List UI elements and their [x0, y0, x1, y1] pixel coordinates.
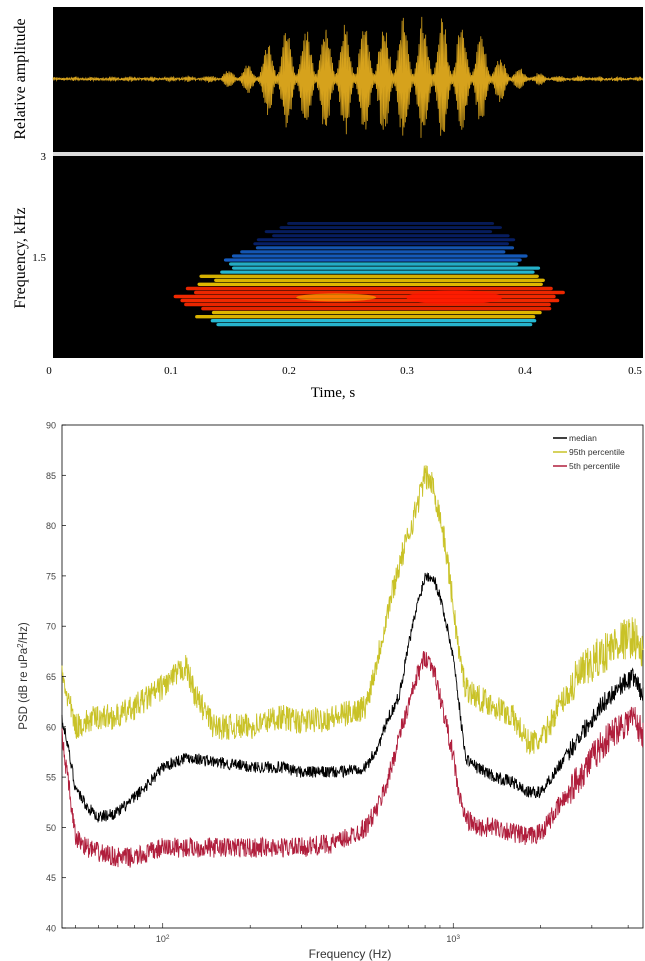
psd-x-tick-label: 102 — [156, 934, 170, 945]
spectrogram-xlabel: Time, s — [311, 385, 356, 401]
spectrogram-harmonic-band — [197, 282, 543, 286]
spectrogram-x-ticks: 0 0.1 0.2 0.3 0.4 0.5 — [46, 365, 642, 377]
waveform-panel: Relative amplitude — [12, 7, 644, 152]
psd-x-ticks: 102 103 — [74, 923, 629, 945]
legend-label: 5th percentile — [569, 461, 620, 471]
psd-y-tick-label: 50 — [46, 823, 56, 833]
spectrogram-x-tick-label: 0.3 — [400, 365, 414, 377]
spectrogram-harmonic-band — [229, 262, 519, 266]
psd-xlabel: Frequency (Hz) — [309, 947, 392, 961]
psd-y-tick-label: 70 — [46, 622, 56, 632]
spectrogram-harmonic-band — [214, 278, 545, 282]
psd-series-line — [61, 571, 644, 823]
spectrogram-x-tick-label: 0.5 — [628, 365, 642, 377]
spectrogram-harmonic-band — [287, 222, 495, 225]
spectrogram-harmonic-band — [253, 242, 509, 246]
psd-y-tick-label: 55 — [46, 773, 56, 783]
psd-series — [61, 465, 644, 868]
psd-y-tick-label: 40 — [46, 924, 56, 934]
spectrogram-ylabel: Frequency, kHz — [12, 207, 29, 308]
legend-label: median — [569, 433, 597, 443]
panel-divider — [53, 152, 643, 156]
psd-y-tick-label: 80 — [46, 521, 56, 531]
spectrogram-harmonic-band — [194, 290, 565, 295]
spectrogram-harmonic-band — [272, 234, 510, 238]
spectrogram-energy — [173, 222, 565, 327]
spectrogram-harmonic-band — [240, 250, 506, 254]
psd-y-ticks: 90 85 80 75 70 65 60 55 50 45 40 — [46, 421, 66, 934]
psd-y-tick-label: 60 — [46, 722, 56, 732]
spectrogram-y-tick-label: 1.5 — [32, 252, 46, 264]
spectrogram-y-tick-label: 3 — [41, 151, 47, 163]
spectrogram-harmonic-band — [220, 270, 535, 274]
spectrogram-x-tick-label: 0.1 — [164, 365, 178, 377]
psd-y-tick-label: 90 — [46, 421, 56, 431]
spectrogram-harmonic-band — [216, 323, 533, 327]
spectrogram-harmonic-band — [210, 319, 537, 323]
spectrogram-harmonic-band — [201, 306, 552, 311]
psd-x-tick-label: 103 — [446, 934, 460, 945]
psd-y-tick-label: 45 — [46, 873, 56, 883]
spectrogram-harmonic-band — [211, 310, 542, 315]
spectrogram-x-tick-label: 0.2 — [282, 365, 296, 377]
spectrogram-y-ticks: 31.5 — [32, 151, 46, 264]
spectrogram-harmonic-band — [185, 286, 553, 291]
spectrogram-harmonic-band — [255, 246, 515, 250]
spectrogram-x-tick-label: 0 — [46, 365, 52, 377]
legend-label: 95th percentile — [569, 447, 625, 457]
waveform-line — [52, 16, 644, 138]
spectrogram-harmonic-band — [184, 302, 551, 307]
spectrogram-harmonic-band — [279, 226, 502, 229]
psd-series-line — [61, 651, 644, 868]
spectrogram-harmonic-band — [199, 274, 539, 278]
psd-series-line — [61, 465, 644, 755]
spectrogram-harmonic-band — [256, 238, 516, 242]
psd-y-tick-label: 65 — [46, 672, 56, 682]
psd-y-tick-label: 75 — [46, 571, 56, 581]
spectrogram-x-tick-label: 0.4 — [518, 365, 532, 377]
spectrogram-early-energy — [296, 293, 377, 302]
psd-y-tick-label: 85 — [46, 471, 56, 481]
waveform-trace — [52, 16, 644, 138]
spectrogram-harmonic-band — [223, 258, 522, 262]
psd-legend: median 95th percentile 5th percentile — [553, 433, 625, 471]
spectrogram-peak-energy — [406, 290, 503, 305]
psd-panel: 90 85 80 75 70 65 60 55 50 45 40 102 103 median 95th… — [16, 421, 644, 961]
spectrogram-harmonic-band — [231, 254, 528, 258]
spectrogram-harmonic-band — [232, 266, 541, 270]
spectrogram-harmonic-band — [195, 315, 536, 319]
psd-ylabel: PSD (dB re uPa2/Hz) — [16, 622, 31, 730]
spectrogram-panel: 31.5 0 0.1 0.2 0.3 0.4 0.5 Frequency, kHz Tim… — [12, 151, 643, 401]
spectrogram-harmonic-band — [264, 230, 493, 234]
waveform-ylabel: Relative amplitude — [12, 18, 29, 139]
